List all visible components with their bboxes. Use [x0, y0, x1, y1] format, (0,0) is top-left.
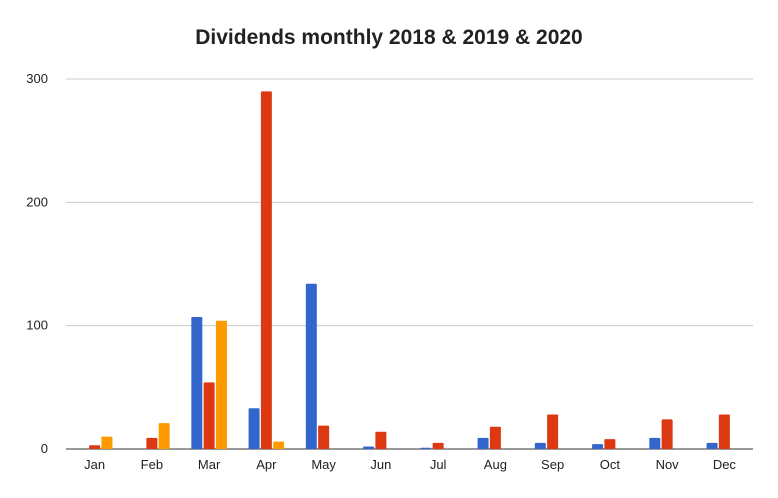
x-tick-label: Mar: [198, 457, 221, 472]
bar-aug-series-2: [489, 426, 501, 449]
axis-labels: 0 100 200 300 Jan Feb Mar Apr May Jun Jul Aug Sep Oct…: [26, 71, 736, 472]
bar-may-series-1: [305, 283, 317, 449]
bar-dec-series-2: [718, 414, 730, 449]
y-tick-label: 300: [26, 71, 48, 86]
bar-apr-series-3: [273, 441, 285, 449]
bar-jun-series-2: [375, 431, 387, 449]
bar-apr-series-2: [260, 91, 272, 449]
x-tick-label: Jul: [430, 457, 447, 472]
bar-jun-series-1: [363, 446, 375, 449]
bar-sep-series-2: [547, 414, 559, 449]
bar-feb-series-3: [158, 423, 170, 449]
y-tick-label: 0: [41, 441, 48, 456]
x-tick-label: Jun: [370, 457, 391, 472]
bar-may-series-2: [318, 425, 330, 449]
bar-oct-series-2: [604, 439, 616, 449]
bars: [89, 91, 730, 449]
bar-aug-series-1: [477, 437, 489, 449]
bar-feb-series-2: [146, 437, 158, 449]
x-tick-label: Apr: [256, 457, 277, 472]
x-tick-label: Oct: [600, 457, 621, 472]
bar-mar-series-1: [191, 317, 203, 449]
x-tick-label: Nov: [656, 457, 680, 472]
chart-title: Dividends monthly 2018 & 2019 & 2020: [195, 26, 583, 49]
bar-apr-series-1: [248, 408, 260, 449]
x-tick-label: Feb: [141, 457, 163, 472]
x-tick-label: Sep: [541, 457, 564, 472]
x-tick-label: May: [311, 457, 336, 472]
x-tick-label: Jan: [84, 457, 105, 472]
y-tick-label: 100: [26, 318, 48, 333]
bar-jul-series-1: [420, 447, 432, 449]
bar-dec-series-1: [706, 442, 718, 449]
bar-mar-series-2: [203, 382, 215, 449]
bar-oct-series-1: [592, 444, 604, 449]
bar-jan-series-3: [101, 436, 113, 449]
x-tick-label: Dec: [713, 457, 737, 472]
x-tick-label: Aug: [484, 457, 507, 472]
bar-jul-series-2: [432, 442, 444, 449]
bar-mar-series-3: [215, 320, 227, 449]
y-tick-label: 200: [26, 194, 48, 209]
bar-nov-series-2: [661, 419, 673, 449]
bar-nov-series-1: [649, 437, 661, 449]
gridlines: [66, 78, 753, 450]
bar-jan-series-2: [89, 445, 101, 449]
bar-sep-series-1: [534, 442, 546, 449]
